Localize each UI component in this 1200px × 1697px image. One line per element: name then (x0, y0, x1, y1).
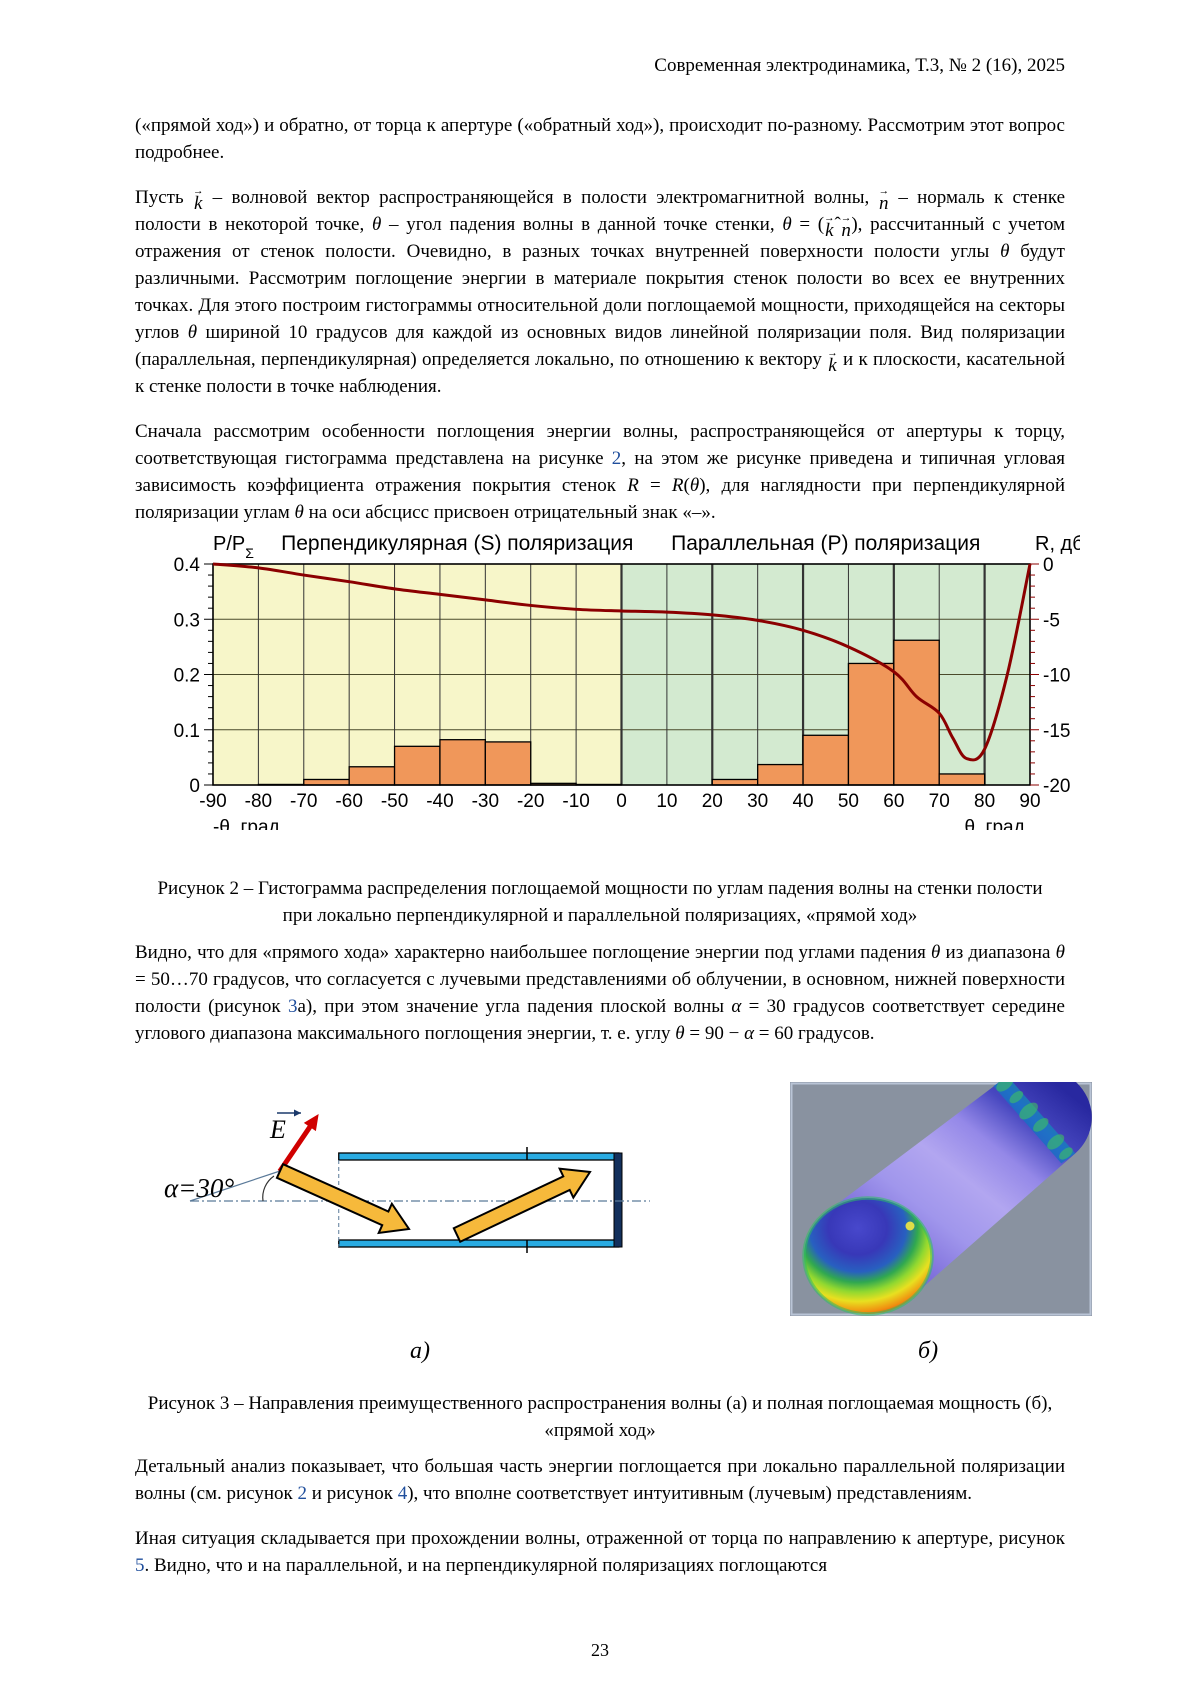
svg-text:-40: -40 (426, 791, 453, 812)
svg-text:-30: -30 (472, 791, 499, 812)
svg-text:-50: -50 (381, 791, 408, 812)
svg-text:0.3: 0.3 (174, 610, 200, 631)
svg-text:-70: -70 (290, 791, 317, 812)
svg-text:0.4: 0.4 (174, 555, 201, 576)
svg-text:50: 50 (838, 791, 859, 812)
svg-text:Перпендикулярная (S) поляризац: Перпендикулярная (S) поляризация (281, 532, 633, 555)
svg-text:Параллельная (Р) поляризация: Параллельная (Р) поляризация (671, 532, 980, 555)
svg-text:30: 30 (747, 791, 768, 812)
svg-text:α=30°: α=30° (164, 1173, 234, 1203)
svg-text:-20: -20 (517, 791, 544, 812)
svg-text:40: 40 (792, 791, 813, 812)
svg-text:90: 90 (1019, 791, 1040, 812)
svg-text:0: 0 (616, 791, 627, 812)
svg-text:70: 70 (929, 791, 950, 812)
svg-text:E: E (269, 1115, 286, 1144)
svg-text:60: 60 (883, 791, 904, 812)
svg-text:-10: -10 (1043, 666, 1070, 687)
svg-text:-15: -15 (1043, 721, 1070, 742)
svg-text:80: 80 (974, 791, 995, 812)
svg-text:0.1: 0.1 (174, 721, 200, 742)
svg-text:θ, град.: θ, град. (964, 817, 1030, 830)
svg-text:20: 20 (702, 791, 723, 812)
svg-text:0: 0 (1043, 555, 1054, 576)
svg-text:-80: -80 (245, 791, 272, 812)
svg-text:0.2: 0.2 (174, 666, 200, 687)
svg-text:-90: -90 (199, 791, 226, 812)
svg-text:-θ, град.: -θ, град. (213, 817, 285, 830)
svg-text:P/PΣ: P/PΣ (213, 533, 254, 561)
svg-text:R, дб: R, дб (1035, 533, 1080, 555)
svg-text:-5: -5 (1043, 610, 1060, 631)
svg-text:-60: -60 (335, 791, 362, 812)
svg-text:10: 10 (656, 791, 677, 812)
svg-text:-20: -20 (1043, 776, 1070, 797)
svg-text:-10: -10 (562, 791, 589, 812)
